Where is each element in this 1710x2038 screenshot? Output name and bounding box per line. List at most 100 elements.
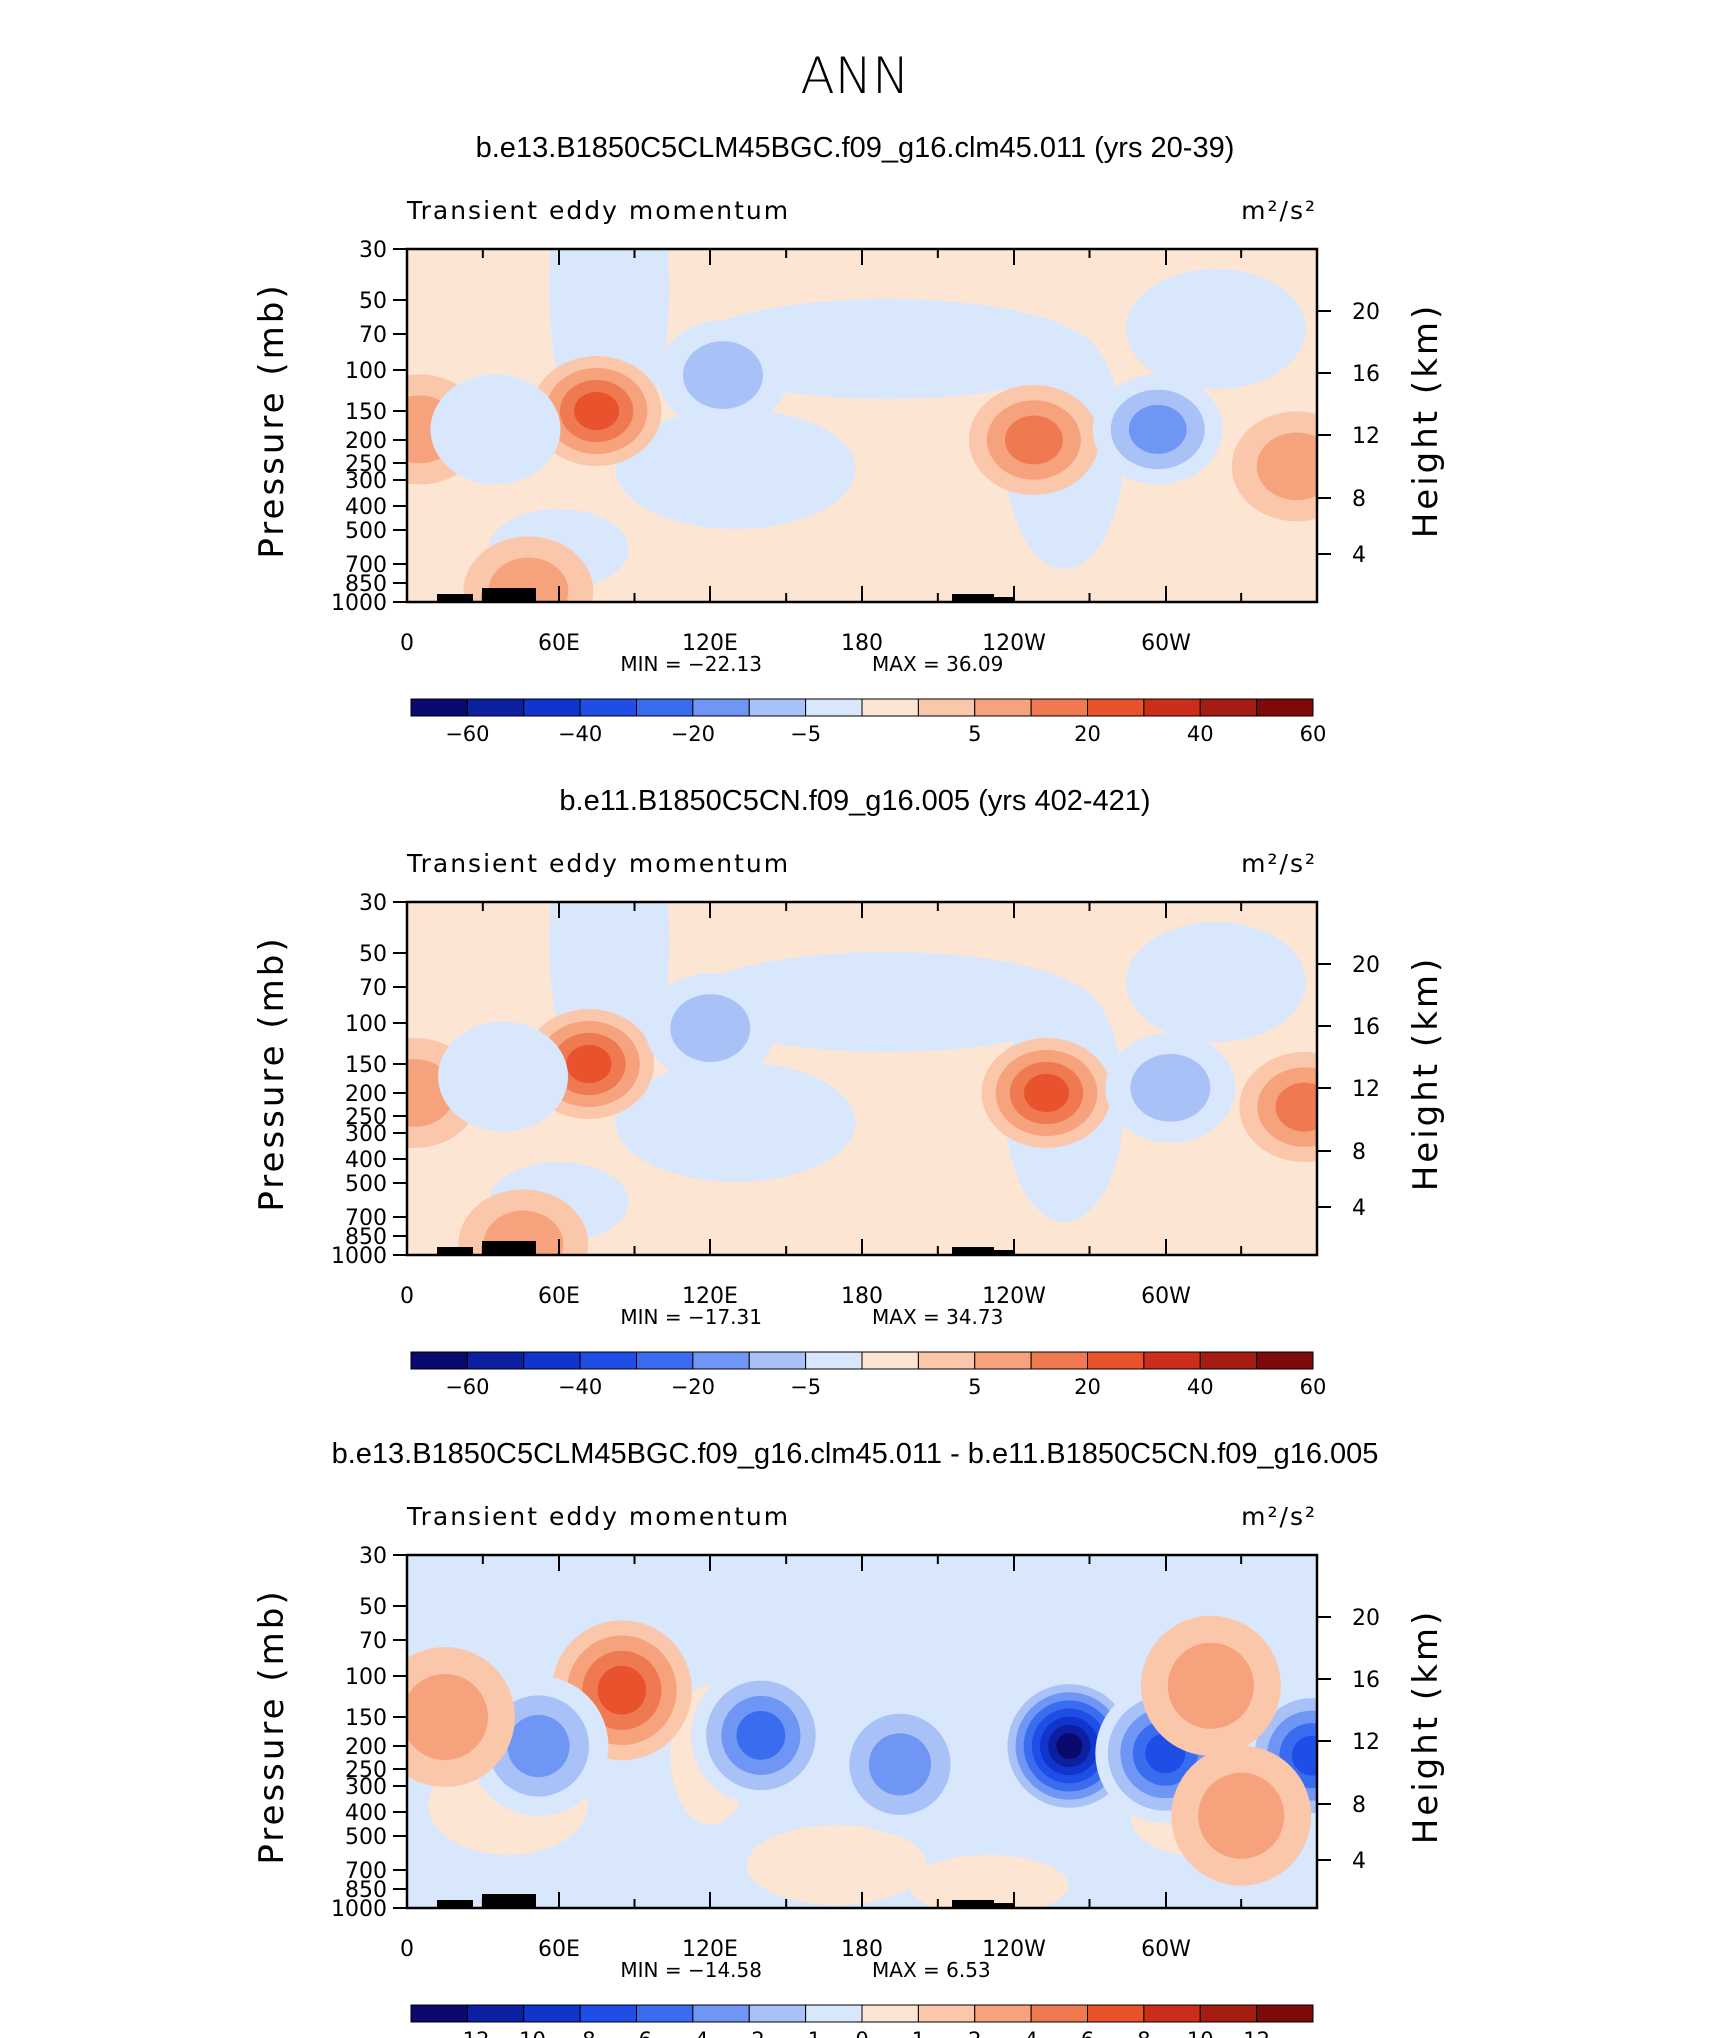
weak-negative-region (615, 409, 856, 529)
colorbar-swatch (748, 2004, 807, 2023)
colorbar-label: −60 (445, 722, 489, 746)
colorbar-label: −12 (445, 2028, 489, 2038)
x-tick-label: 120E (682, 1284, 738, 1309)
y-tick-label: 150 (345, 400, 387, 425)
max-label: MAX = 34.73 (872, 1305, 1003, 1329)
colorbar-swatch (466, 1351, 525, 1370)
y-tick-label: 250 (345, 1105, 387, 1130)
topography (437, 1900, 473, 1908)
colorbar-label: −1 (790, 2028, 821, 2038)
colorbar-label: −40 (558, 1375, 602, 1399)
y2-tick-label: 16 (1352, 1015, 1380, 1040)
colorbar-swatch (1143, 698, 1201, 717)
panel-units-label: m²/s² (1241, 1502, 1317, 1531)
y2-axis-title: Height (km) (1406, 956, 1446, 1192)
colorbar-label: −6 (621, 2028, 652, 2038)
y-tick-label: 250 (345, 1758, 387, 1783)
colorbar-label: 6 (1081, 2028, 1094, 2038)
y-tick-label: 30 (359, 891, 387, 916)
x-tick-label: 120W (982, 1937, 1046, 1962)
colorbar-label: 5 (968, 1375, 981, 1399)
colorbar-label: −5 (790, 1375, 821, 1399)
colorbar-swatch (861, 698, 919, 717)
colorbar-label: 40 (1187, 1375, 1214, 1399)
colorbar-swatch (917, 2004, 976, 2023)
y-tick-label: 30 (359, 238, 387, 263)
colorbar-label: 60 (1300, 722, 1327, 746)
colorbar-swatch (861, 1351, 919, 1370)
contour-region (407, 1673, 488, 1761)
contour-region (682, 341, 763, 409)
colorbar-swatch (805, 698, 863, 717)
topography (967, 1250, 1015, 1255)
colorbar-swatch (692, 1351, 750, 1370)
colorbar-label: 60 (1300, 1375, 1327, 1399)
colorbar-label: 20 (1074, 722, 1101, 746)
contour-region (1275, 1082, 1317, 1132)
colorbar-swatch (861, 2004, 919, 2023)
topography (482, 1894, 536, 1908)
colorbar-label: 2 (968, 2028, 981, 2038)
panel-left-label: Transient eddy momentum (406, 196, 790, 225)
y-tick-label: 850 (345, 572, 387, 597)
contour-region (507, 1714, 570, 1778)
y2-tick-label: 12 (1352, 424, 1380, 449)
colorbar-swatch (1143, 2004, 1201, 2023)
weak-negative-region (687, 952, 1088, 1052)
colorbar-label: 10 (1187, 2028, 1214, 2038)
y-tick-label: 50 (359, 289, 387, 314)
colorbar-swatch (410, 1351, 468, 1370)
x-tick-label: 180 (841, 1937, 883, 1962)
colorbar-swatch (805, 2004, 863, 2023)
y2-tick-label: 16 (1352, 362, 1380, 387)
x-tick-label: 180 (841, 1284, 883, 1309)
y-tick-label: 700 (345, 1859, 387, 1884)
colorbar-swatch (917, 698, 976, 717)
colorbar-swatch (1030, 2004, 1088, 2023)
y2-tick-label: 20 (1352, 953, 1380, 978)
colorbar-swatch (1256, 2004, 1314, 2023)
colorbar-swatch (1256, 698, 1314, 717)
colorbar-swatch (974, 1351, 1032, 1370)
colorbar-swatch (1087, 2004, 1145, 2023)
colorbar-swatch (692, 698, 750, 717)
colorbar-swatch (1030, 1351, 1088, 1370)
colorbar-swatch (1199, 698, 1258, 717)
contour-region (868, 1733, 932, 1796)
weak-positive-region (908, 1855, 1069, 1908)
y-tick-label: 70 (359, 976, 387, 1001)
colorbar-swatch (636, 2004, 694, 2023)
colorbar-swatch (466, 698, 525, 717)
y-tick-label: 850 (345, 1878, 387, 1903)
contour-region (1198, 1772, 1285, 1859)
min-label: MIN = −22.13 (620, 652, 762, 676)
colorbar-label: 12 (1243, 2028, 1270, 2038)
y2-tick-label: 8 (1352, 487, 1366, 512)
x-tick-label: 0 (400, 631, 414, 656)
contour-region (566, 1044, 612, 1084)
y-tick-label: 150 (345, 1706, 387, 1731)
contour-region (1291, 1735, 1317, 1776)
topography (482, 1241, 536, 1255)
x-tick-label: 60E (538, 1284, 580, 1309)
y-tick-label: 200 (345, 429, 387, 454)
contour-region (1256, 432, 1317, 501)
y2-axis-title: Height (km) (1406, 303, 1446, 539)
y-tick-label: 70 (359, 1629, 387, 1654)
y2-tick-label: 20 (1352, 1606, 1380, 1631)
y-axis-title: Pressure (mb) (252, 935, 292, 1211)
weak-positive-region (746, 1825, 927, 1905)
y-tick-label: 700 (345, 1206, 387, 1231)
y-tick-label: 500 (345, 1825, 387, 1850)
topography (967, 1903, 1015, 1908)
contour-region (1005, 415, 1063, 465)
y2-tick-label: 16 (1352, 1668, 1380, 1693)
max-label: MAX = 36.09 (872, 652, 1003, 676)
colorbar-swatch (917, 1351, 976, 1370)
x-tick-label: 0 (400, 1284, 414, 1309)
colorbar-swatch (410, 2004, 468, 2023)
colorbar-swatch (805, 1351, 863, 1370)
panel-1: b.e13.B1850C5CLM45BGC.f09_g16.clm45.011 … (252, 132, 1446, 746)
topography (437, 594, 473, 602)
